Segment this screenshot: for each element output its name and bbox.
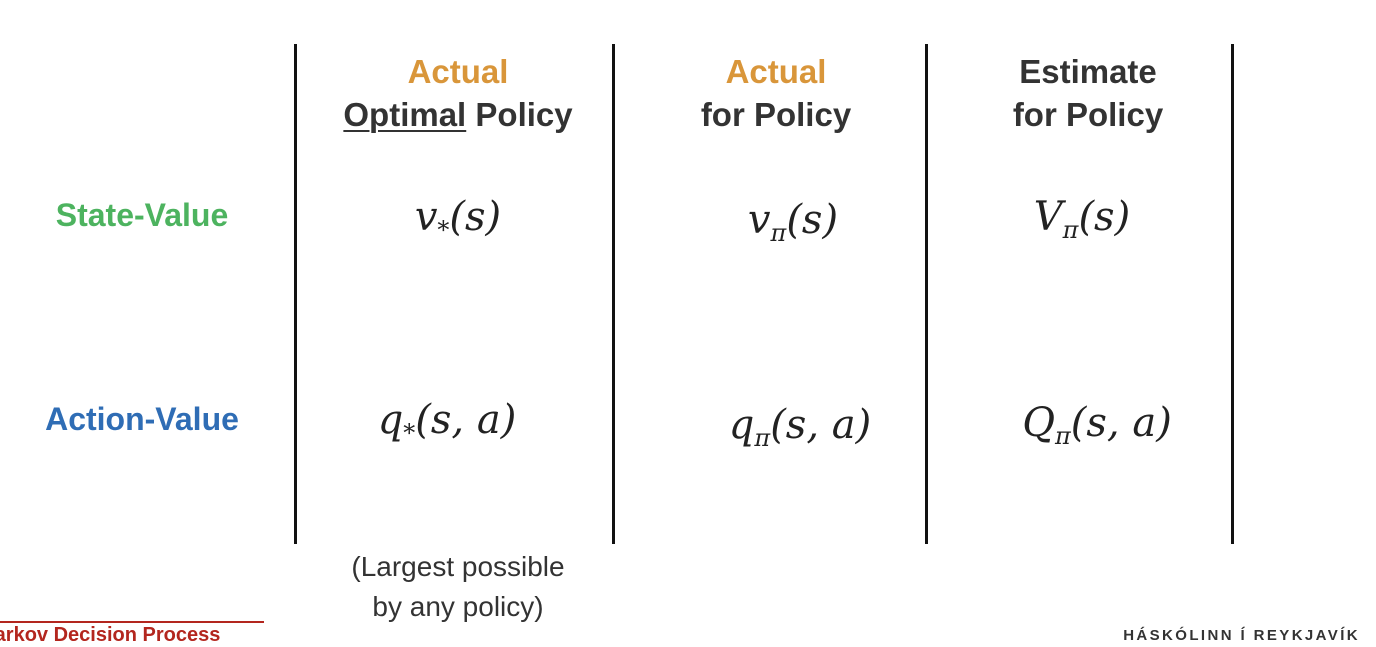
column-divider-1 xyxy=(294,44,297,544)
column-header-optimal: Actual Optimal Policy xyxy=(328,50,588,136)
formula-fn: v xyxy=(747,197,771,243)
column-header-actual-line1: Actual xyxy=(725,53,827,90)
column-header-actual: Actual for Policy xyxy=(646,50,906,136)
formula-sub: * xyxy=(437,216,450,244)
optimal-note-line1: (Largest possible xyxy=(351,551,565,582)
formula-action-estimate: Qπ(s, a) xyxy=(947,398,1247,448)
formula-sub: π xyxy=(754,424,771,452)
formula-state-estimate: Vπ(s) xyxy=(932,192,1232,242)
optimal-note: (Largest possible by any policy) xyxy=(308,547,608,627)
row-label-action-value: Action-Value xyxy=(45,401,239,437)
formula-fn: Q xyxy=(1022,400,1055,446)
formula-fn: v xyxy=(414,194,438,240)
optimal-underlined-word: Optimal xyxy=(343,96,467,133)
formula-args: (s, a) xyxy=(770,402,872,448)
formula-args: (s) xyxy=(786,197,839,243)
column-header-estimate-line1: Estimate xyxy=(1019,53,1157,90)
column-header-optimal-line2: Optimal Policy xyxy=(328,93,588,136)
formula-sub: * xyxy=(403,419,416,447)
formula-action-optimal: q*(s, a) xyxy=(297,395,597,445)
column-divider-2 xyxy=(612,44,615,544)
formula-action-actual: qπ(s, a) xyxy=(650,400,950,450)
column-divider-4 xyxy=(1231,44,1234,544)
footer-course-title: Markov Decision Process xyxy=(0,624,221,646)
column-header-estimate: Estimate for Policy xyxy=(958,50,1218,136)
formula-sub: π xyxy=(770,219,787,247)
formula-args: (s, a) xyxy=(1070,400,1172,446)
footer-university-name: HÁSKÓLINN Í REYKJAVÍK xyxy=(1123,627,1360,644)
formula-state-optimal: v*(s) xyxy=(308,192,608,242)
formula-sub: π xyxy=(1062,216,1079,244)
formula-fn: V xyxy=(1033,194,1063,240)
formula-args: (s, a) xyxy=(415,397,517,443)
formula-sub: π xyxy=(1055,422,1071,450)
column-header-optimal-line2-rest: Policy xyxy=(466,96,573,133)
optimal-note-line2: by any policy) xyxy=(372,591,544,622)
formula-state-actual: vπ(s) xyxy=(643,195,943,245)
column-header-actual-line2: for Policy xyxy=(700,96,852,133)
column-header-estimate-line2: for Policy xyxy=(1012,96,1164,133)
formula-fn: q xyxy=(377,397,404,443)
formula-args: (s) xyxy=(1078,194,1131,240)
formula-args: (s) xyxy=(449,194,502,240)
row-label-state-value: State-Value xyxy=(55,197,229,233)
formula-fn: q xyxy=(728,402,755,448)
column-divider-3 xyxy=(925,44,928,544)
column-header-optimal-line1: Actual xyxy=(407,53,509,90)
footer-divider xyxy=(0,621,264,623)
